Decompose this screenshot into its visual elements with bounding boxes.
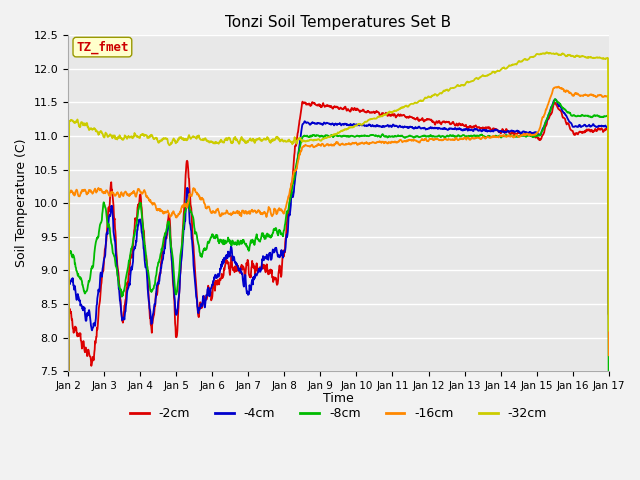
Title: Tonzi Soil Temperatures Set B: Tonzi Soil Temperatures Set B: [225, 15, 451, 30]
Y-axis label: Soil Temperature (C): Soil Temperature (C): [15, 139, 28, 267]
Text: TZ_fmet: TZ_fmet: [76, 40, 129, 54]
X-axis label: Time: Time: [323, 392, 354, 405]
Legend: -2cm, -4cm, -8cm, -16cm, -32cm: -2cm, -4cm, -8cm, -16cm, -32cm: [125, 402, 552, 425]
